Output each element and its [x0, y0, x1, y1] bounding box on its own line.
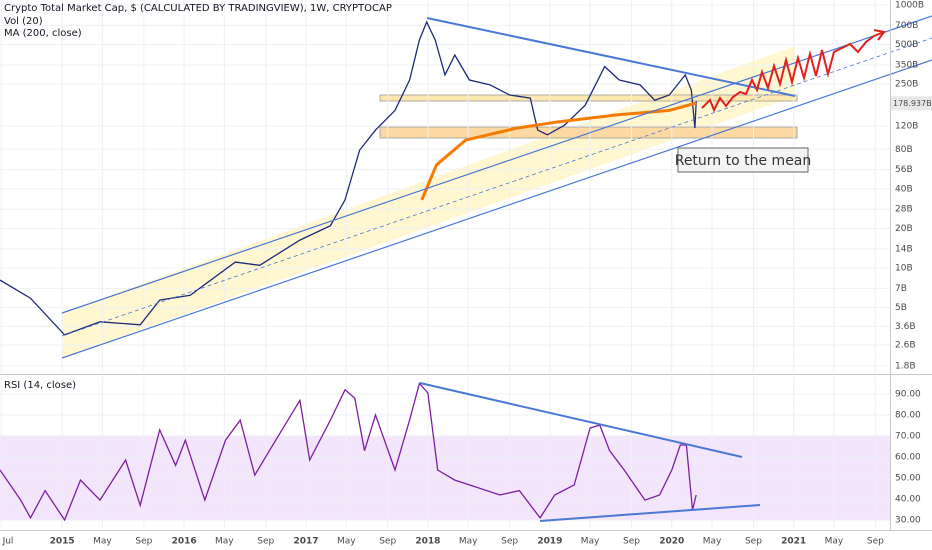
- projection-arrow: [873, 29, 886, 41]
- y-tick-label: 350B: [895, 60, 918, 70]
- x-tick-label: Sep: [867, 537, 884, 547]
- series-line: [420, 101, 697, 201]
- y-tick-label: 2.6B: [895, 340, 916, 350]
- y-tick-label: 40B: [895, 184, 913, 194]
- x-tick-label: Sep: [135, 537, 152, 547]
- y-tick-label: 90.00: [895, 390, 921, 400]
- trend-line: [419, 382, 743, 458]
- projection-drawing: [701, 31, 885, 113]
- y-tick-label: 70.00: [895, 432, 921, 442]
- y-tick-label: 1000B: [895, 1, 924, 11]
- x-tick-label: May: [93, 537, 112, 547]
- x-tick-label: Sep: [623, 537, 640, 547]
- y-tick-label: 30.00: [895, 516, 921, 526]
- y-tick-label: 28B: [895, 205, 913, 215]
- y-tick-label: 700B: [895, 21, 918, 31]
- indicator-label: Vol (20): [4, 16, 43, 27]
- x-tick-label: 2020: [659, 537, 684, 547]
- trend-line: [539, 504, 761, 522]
- trend-line: [426, 17, 796, 97]
- x-tick-label: Sep: [379, 537, 396, 547]
- y-tick-label: 3.6B: [895, 322, 916, 332]
- y-tick-label: 60.00: [895, 453, 921, 463]
- x-tick-label: 2015: [50, 537, 75, 547]
- series-line: [0, 382, 697, 522]
- y-tick-label: 120B: [895, 122, 918, 132]
- x-tick-label: Jul: [2, 537, 14, 547]
- y-tick-label: 500B: [895, 40, 918, 50]
- grid: [0, 0, 890, 528]
- x-tick-label: 2018: [415, 537, 440, 547]
- x-tick-label: May: [215, 537, 234, 547]
- x-tick-label: Sep: [745, 537, 762, 547]
- y-tick-label: 40.00: [895, 495, 921, 505]
- x-tick-label: 2019: [537, 537, 562, 547]
- chart-title: Crypto Total Market Cap, $ (CALCULATED B…: [4, 3, 392, 14]
- x-tick-label: May: [337, 537, 356, 547]
- x-tick-label: Sep: [501, 537, 518, 547]
- y-tick-label: 10B: [895, 264, 913, 274]
- x-tick-label: May: [825, 537, 844, 547]
- y-tick-label: 250B: [895, 80, 918, 90]
- y-tick-label: 80.00: [895, 411, 921, 421]
- x-tick-label: 2021: [781, 537, 806, 547]
- last-price-label: 178.937B: [893, 99, 932, 108]
- y-tick-label: 50.00: [895, 474, 921, 484]
- zone-box: [379, 126, 798, 139]
- indicator-label: MA (200, close): [4, 28, 82, 39]
- y-tick-label: 14B: [895, 244, 913, 254]
- channel-line: [61, 59, 932, 359]
- x-tick-label: May: [703, 537, 722, 547]
- x-tick-label: 2017: [293, 537, 318, 547]
- channel-midline: [61, 37, 932, 337]
- annotation-box: [677, 147, 809, 173]
- y-tick-label: 7B: [895, 284, 907, 294]
- rsi-title: RSI (14, close): [4, 380, 76, 391]
- annotation: Return to the mean: [675, 153, 812, 169]
- y-tick-label: 56B: [895, 165, 913, 175]
- y-tick-label: 1.8B: [895, 361, 916, 371]
- y-tick-label: 20B: [895, 224, 913, 234]
- x-tick-label: May: [459, 537, 478, 547]
- x-tick-label: 2016: [172, 537, 197, 547]
- y-tick-label: 80B: [895, 145, 913, 155]
- last-price-tag: [891, 96, 932, 111]
- channel-fill: [62, 46, 795, 358]
- x-tick-label: May: [581, 537, 600, 547]
- y-tick-label: 5B: [895, 303, 907, 313]
- x-tick-label: Sep: [257, 537, 274, 547]
